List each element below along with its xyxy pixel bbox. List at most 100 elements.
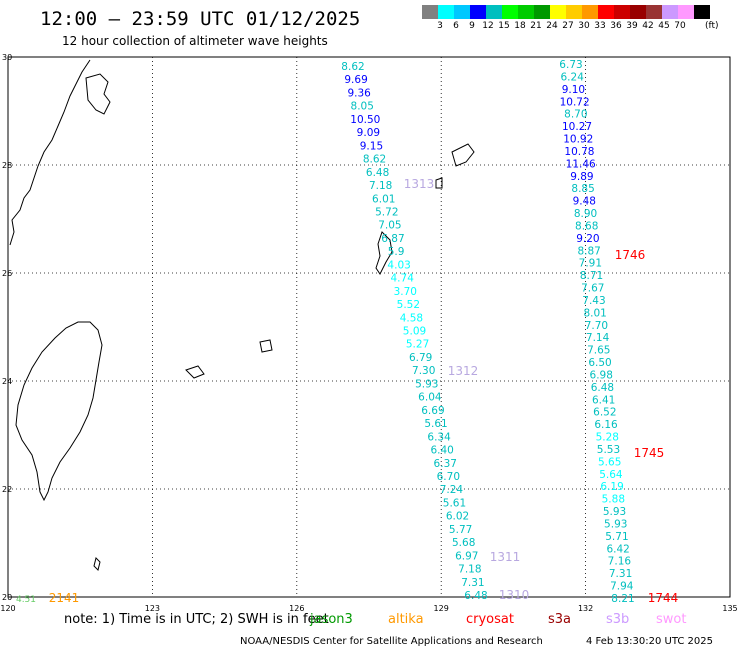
taiwan-coastline [15, 321, 103, 502]
legend-swatch [486, 5, 502, 19]
legend-swatch [470, 5, 486, 19]
wave-height-label: 8.68 [575, 220, 598, 232]
pass-id-label: 4.51 [16, 595, 36, 605]
legend-swatch [566, 5, 582, 19]
wave-height-label: 5.65 [598, 456, 621, 468]
wave-height-label: 5.64 [599, 469, 623, 481]
pass-id-label: 1310 [499, 588, 530, 602]
wave-height-label: 9.15 [360, 140, 383, 152]
legend-swatch [646, 5, 662, 19]
legend-tick: 9 [469, 21, 475, 31]
wave-height-label: 5.88 [602, 494, 625, 506]
wave-height-label: 6.01 [372, 193, 395, 205]
wave-height-label: 8.62 [341, 61, 364, 73]
legend-tick: 39 [626, 21, 638, 31]
legend-swatch [582, 5, 598, 19]
legend-tick: 27 [562, 21, 574, 31]
wave-height-label: 6.73 [559, 59, 582, 71]
wave-height-label: 10.72 [560, 96, 590, 108]
china-coastline [9, 59, 91, 246]
wave-height-label: 7.94 [610, 581, 634, 593]
wave-height-label: 8.71 [580, 270, 603, 282]
lat-tick-label: 22 [2, 485, 12, 494]
lon-tick-label: 135 [722, 604, 737, 613]
wave-height-label: 6.87 [381, 233, 404, 245]
wave-height-label: 9.36 [347, 87, 371, 99]
wave-height-label: 6.48 [366, 167, 389, 179]
wave-height-label: 7.31 [461, 577, 484, 589]
wave-height-label: 4.74 [391, 273, 415, 285]
wave-height-label: 5.93 [604, 518, 627, 530]
wave-height-label: 6.02 [446, 511, 469, 523]
wave-height-label: 7.16 [608, 556, 632, 568]
legend-unit: (ft) [705, 21, 719, 31]
miyako-island [259, 339, 273, 353]
wave-height-label: 6.70 [437, 471, 460, 483]
wave-height-label: 6.79 [409, 352, 432, 364]
wave-height-label: 6.48 [591, 382, 614, 394]
legend-tick: 70 [674, 21, 686, 31]
wave-height-label: 5.93 [603, 506, 626, 518]
wave-height-label: 5.71 [605, 531, 628, 543]
wave-height-label: 5.77 [449, 524, 472, 536]
lon-tick-label: 129 [434, 604, 449, 613]
wave-height-label: 6.40 [430, 445, 453, 457]
map-title: 12:00 – 23:59 UTC 01/12/2025 [40, 8, 361, 30]
wave-height-label: 8.21 [611, 593, 634, 605]
lat-tick-label: 20 [2, 593, 12, 602]
wave-height-label: 5.53 [597, 444, 620, 456]
lon-tick-label: 132 [578, 604, 593, 613]
ishigaki-island [185, 365, 205, 379]
satellite-label: altika [388, 612, 424, 627]
satellite-label: s3b [606, 612, 630, 627]
wave-height-label: 11.46 [566, 158, 596, 170]
wave-height-label: 5.68 [452, 537, 475, 549]
wave-height-label: 4.58 [400, 312, 423, 324]
pass-id-label: 2141 [49, 591, 80, 605]
legend-tick: 42 [642, 21, 654, 31]
wave-height-label: 7.67 [581, 283, 604, 295]
wave-height-label: 8.70 [564, 109, 587, 121]
wave-height-label: 5.9 [388, 246, 405, 258]
wave-height-label: 6.69 [421, 405, 444, 417]
wave-height-label: 5.72 [375, 206, 398, 218]
color-legend [422, 5, 710, 19]
wave-height-label: 7.05 [378, 220, 401, 232]
small-island [435, 177, 443, 189]
pass-id-label: 1311 [490, 550, 521, 564]
wave-height-label: 7.30 [412, 365, 435, 377]
legend-tick: 15 [498, 21, 510, 31]
legend-tick: 3 [437, 21, 443, 31]
legend-tick: 45 [658, 21, 670, 31]
wave-height-label: 6.19 [600, 481, 623, 493]
wave-height-label: 9.10 [562, 84, 585, 96]
wave-height-label: 10.78 [564, 146, 594, 158]
lon-tick-label: 120 [0, 604, 15, 613]
wave-height-label: 6.97 [455, 550, 478, 562]
wave-height-label: 8.85 [571, 183, 594, 195]
wave-height-label: 6.34 [427, 431, 451, 443]
pass-id-label: 1745 [634, 446, 665, 460]
lat-tick-label: 30 [2, 53, 12, 62]
satellite-label: jason3 [310, 612, 353, 627]
wave-height-label: 5.61 [424, 418, 447, 430]
okinawa-island [375, 231, 393, 275]
legend-tick: 33 [594, 21, 606, 31]
legend-swatch [694, 5, 710, 19]
wave-height-label: 5.93 [415, 378, 438, 390]
wave-height-label: 6.37 [434, 458, 457, 470]
legend-swatch [662, 5, 678, 19]
legend-tick: 36 [610, 21, 622, 31]
wave-height-label: 5.27 [406, 339, 429, 351]
wave-height-label: 4.03 [387, 259, 410, 271]
legend-swatch [614, 5, 630, 19]
wave-height-label: 7.14 [586, 332, 610, 344]
wave-height-label: 9.09 [357, 127, 380, 139]
wave-height-label: 5.61 [443, 497, 466, 509]
legend-swatch [502, 5, 518, 19]
wave-height-label: 7.31 [609, 568, 632, 580]
legend-tick: 21 [530, 21, 542, 31]
map-frame [7, 56, 731, 598]
wave-height-label: 7.43 [582, 295, 605, 307]
legend-swatch [534, 5, 550, 19]
